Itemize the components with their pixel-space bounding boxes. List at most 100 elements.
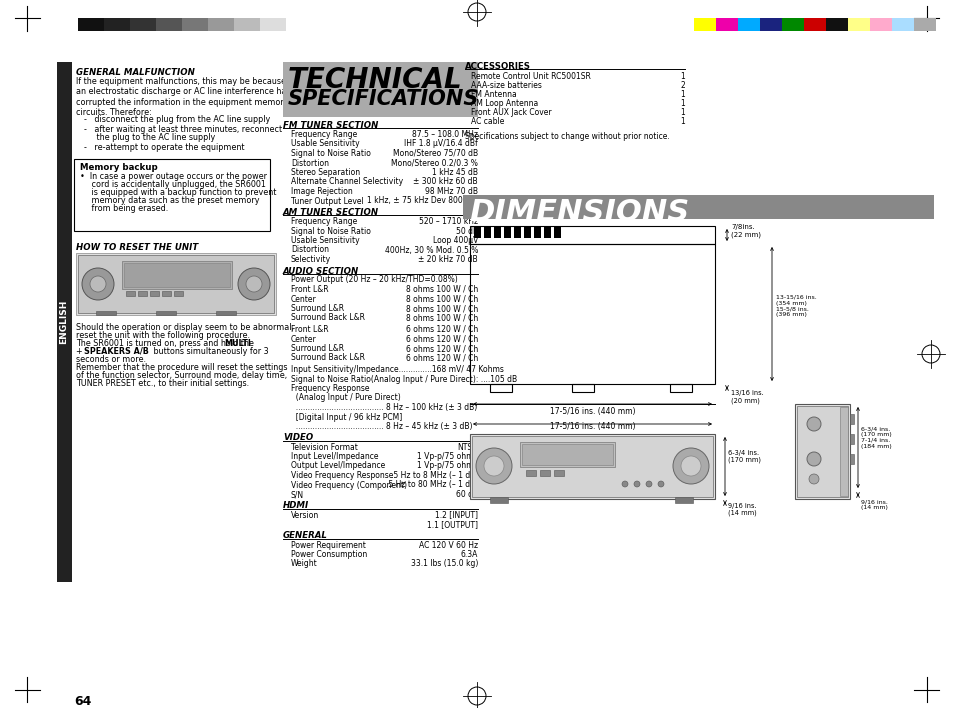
Text: S/N: S/N — [291, 490, 304, 499]
Text: Signal to Noise Ratio: Signal to Noise Ratio — [291, 227, 371, 236]
Text: Surround L&R: Surround L&R — [291, 304, 344, 313]
Text: •  In case a power outage occurs or the power: • In case a power outage occurs or the p… — [80, 172, 267, 181]
Text: ± 20 kHz 70 dB: ± 20 kHz 70 dB — [418, 255, 477, 264]
Bar — [208, 18, 233, 31]
Text: Stereo Separation: Stereo Separation — [291, 168, 359, 177]
Text: (Analog Input / Pure Direct): (Analog Input / Pure Direct) — [291, 394, 400, 403]
Text: Frequency Range: Frequency Range — [291, 130, 356, 139]
Text: 1 kHz 45 dB: 1 kHz 45 dB — [432, 168, 477, 177]
Text: Output Level/Impedance: Output Level/Impedance — [291, 462, 385, 471]
Bar — [470, 244, 714, 384]
Text: ± 300 kHz 60 dB: ± 300 kHz 60 dB — [413, 178, 477, 186]
Text: TECHNICAL: TECHNICAL — [288, 66, 462, 94]
Bar — [840, 407, 847, 496]
Text: 6 ohms 120 W / Ch: 6 ohms 120 W / Ch — [405, 334, 477, 343]
Text: 8 ohms 100 W / Ch: 8 ohms 100 W / Ch — [405, 304, 477, 313]
Text: Usable Sensitivity: Usable Sensitivity — [291, 236, 359, 245]
Text: 13-15/16 ins.
(354 mm)
15-5/8 ins.
(396 mm): 13-15/16 ins. (354 mm) 15-5/8 ins. (396 … — [775, 295, 816, 317]
Circle shape — [658, 481, 663, 487]
Text: Mono/Stereo 75/70 dB: Mono/Stereo 75/70 dB — [393, 149, 477, 158]
Text: TUNER PRESET etc., to their initial settings.: TUNER PRESET etc., to their initial sett… — [76, 379, 249, 388]
Circle shape — [621, 481, 627, 487]
Text: AAA-size batteries: AAA-size batteries — [471, 81, 541, 90]
Bar — [796, 406, 847, 497]
Bar — [104, 18, 130, 31]
Text: HDMI: HDMI — [283, 501, 309, 510]
Text: 1.2 [INPUT]: 1.2 [INPUT] — [435, 510, 477, 520]
Text: GENERAL MALFUNCTION: GENERAL MALFUNCTION — [76, 68, 194, 77]
Text: Frequency Range: Frequency Range — [291, 217, 356, 226]
Text: IHF 1.8 μV/16.4 dBf: IHF 1.8 μV/16.4 dBf — [404, 139, 477, 149]
Text: AC 120 V 60 Hz: AC 120 V 60 Hz — [418, 540, 477, 549]
Text: HOW TO RESET THE UNIT: HOW TO RESET THE UNIT — [76, 243, 198, 252]
Text: 1: 1 — [679, 108, 684, 117]
Text: 9/16 ins.
(14 mm): 9/16 ins. (14 mm) — [861, 499, 887, 510]
Text: 2: 2 — [679, 81, 684, 90]
Text: of the function selector, Surround mode, delay time,: of the function selector, Surround mode,… — [76, 371, 287, 380]
Text: Power Requirement: Power Requirement — [291, 540, 366, 549]
Bar — [554, 226, 560, 238]
Bar — [162, 291, 171, 296]
Circle shape — [645, 481, 651, 487]
Text: 17-5/16 ins. (440 mm): 17-5/16 ins. (440 mm) — [549, 422, 635, 431]
Text: Input Sensitivity/Impedance..............168 mV/ 47 Kohms: Input Sensitivity/Impedance.............… — [291, 365, 503, 374]
Text: -   re-attempt to operate the equipment: - re-attempt to operate the equipment — [84, 143, 244, 152]
Bar — [76, 253, 275, 315]
Text: Mono/Stereo 0.2/0.3 %: Mono/Stereo 0.2/0.3 % — [391, 159, 477, 168]
Bar — [215, 311, 235, 315]
Bar — [716, 18, 738, 31]
Text: DIMENSIONS: DIMENSIONS — [469, 198, 688, 227]
Text: reset the unit with the following procedure.: reset the unit with the following proced… — [76, 331, 250, 340]
Bar — [286, 18, 312, 31]
Circle shape — [237, 268, 270, 300]
Text: 6 ohms 120 W / Ch: 6 ohms 120 W / Ch — [405, 344, 477, 353]
Text: ..................................... 8 Hz – 45 kHz (± 3 dB): ..................................... 8 … — [291, 422, 472, 431]
Text: Video Frequency (Component): Video Frequency (Component) — [291, 481, 407, 489]
Circle shape — [483, 456, 503, 476]
Text: Input Level/Impedance: Input Level/Impedance — [291, 452, 378, 461]
Text: 33.1 lbs (15.0 kg): 33.1 lbs (15.0 kg) — [410, 559, 477, 569]
Text: .5 Hz to 8 MHz (– 1 dB): .5 Hz to 8 MHz (– 1 dB) — [390, 471, 477, 480]
Text: Should the operation or display seem to be abnormal,: Should the operation or display seem to … — [76, 323, 294, 332]
Bar — [794, 404, 849, 499]
Bar — [124, 263, 230, 287]
Bar — [182, 18, 208, 31]
Text: 6 ohms 120 W / Ch: 6 ohms 120 W / Ch — [405, 353, 477, 362]
Text: memory data such as the preset memory: memory data such as the preset memory — [84, 196, 259, 205]
Text: MULTI: MULTI — [224, 339, 251, 348]
Circle shape — [82, 268, 113, 300]
Text: Signal to Noise Ratio(Analog Input / Pure Direct): ....105 dB: Signal to Noise Ratio(Analog Input / Pur… — [291, 375, 517, 384]
Bar — [543, 226, 551, 238]
Text: Surround L&R: Surround L&R — [291, 344, 344, 353]
Bar — [126, 291, 135, 296]
Bar — [891, 18, 913, 31]
Bar — [462, 195, 933, 219]
Bar — [490, 384, 512, 392]
Text: Center: Center — [291, 295, 316, 304]
Text: 9/16 ins.
(14 mm): 9/16 ins. (14 mm) — [727, 503, 756, 517]
Bar — [554, 470, 563, 476]
Text: AM Loop Antenna: AM Loop Antenna — [471, 99, 537, 108]
Text: FM TUNER SECTION: FM TUNER SECTION — [283, 121, 378, 130]
Text: seconds or more.: seconds or more. — [76, 355, 146, 364]
Text: The SR6001 is turned on, press and hold the: The SR6001 is turned on, press and hold … — [76, 339, 256, 348]
Bar — [130, 18, 156, 31]
Text: 8 ohms 100 W / Ch: 8 ohms 100 W / Ch — [405, 285, 477, 294]
Text: Image Rejection: Image Rejection — [291, 187, 353, 196]
Text: VIDEO: VIDEO — [283, 433, 313, 442]
Bar — [669, 384, 691, 392]
Text: Surround Back L&R: Surround Back L&R — [291, 314, 365, 323]
Text: Television Format: Television Format — [291, 442, 357, 452]
Text: 8 ohms 100 W / Ch: 8 ohms 100 W / Ch — [405, 295, 477, 304]
Bar — [150, 291, 159, 296]
Text: Loop 400μV: Loop 400μV — [432, 236, 477, 245]
Bar — [173, 291, 183, 296]
Circle shape — [808, 474, 818, 484]
Circle shape — [246, 276, 262, 292]
Bar — [470, 434, 714, 499]
Text: Signal to Noise Ratio: Signal to Noise Ratio — [291, 149, 371, 158]
Text: Remote Control Unit RC5001SR: Remote Control Unit RC5001SR — [471, 72, 590, 81]
Text: 6.3A: 6.3A — [460, 550, 477, 559]
Circle shape — [680, 456, 700, 476]
Bar — [283, 62, 477, 117]
